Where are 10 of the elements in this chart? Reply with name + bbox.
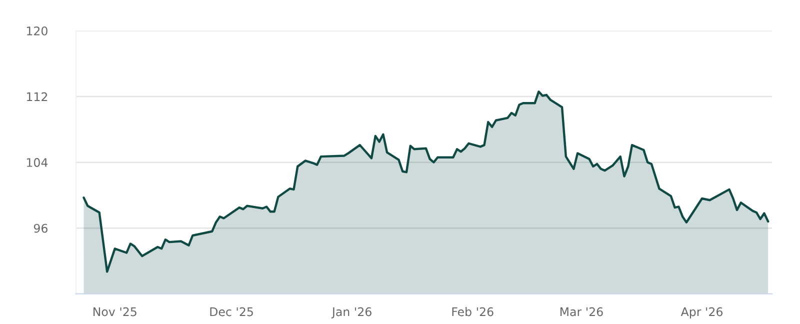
- y-tick-label: 96: [34, 224, 48, 233]
- y-tick-label: 104: [26, 158, 48, 167]
- x-tick-label: Apr '26: [680, 307, 722, 318]
- x-tick-label: Nov '25: [94, 307, 136, 316]
- x-tick-label: Feb '26: [452, 307, 494, 316]
- x-tick-label: Dec '25: [210, 307, 253, 316]
- y-tick-label: 120: [26, 26, 48, 36]
- x-tick-label: Jan '26: [331, 307, 372, 318]
- x-tick-label: Mar '26: [560, 307, 603, 316]
- y-tick-label: 112: [26, 92, 48, 102]
